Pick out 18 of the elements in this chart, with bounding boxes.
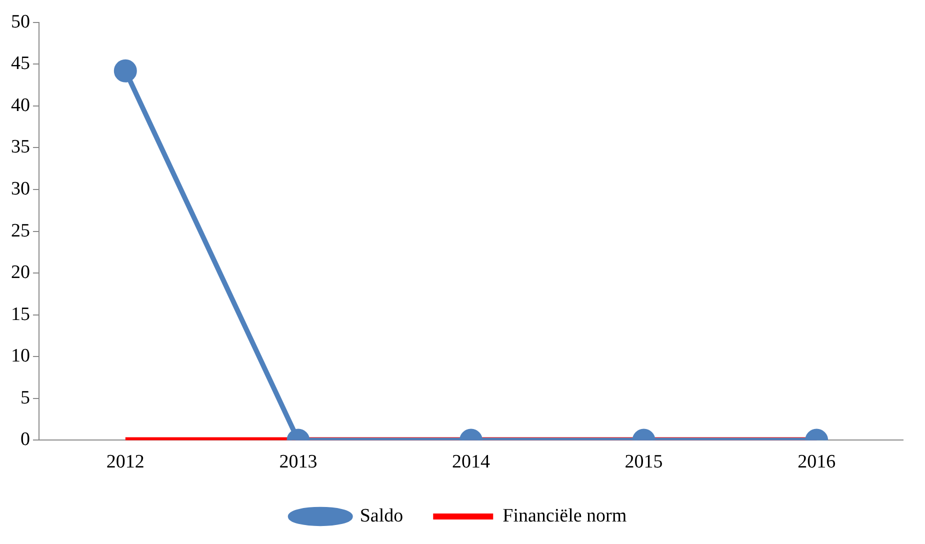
y-tick-label: 5 bbox=[20, 387, 30, 408]
y-tick-label: 50 bbox=[11, 11, 30, 32]
legend-label: Saldo bbox=[360, 505, 404, 526]
y-tick-label: 10 bbox=[11, 346, 30, 367]
x-tick-label: 2014 bbox=[452, 452, 490, 473]
y-tick-label: 15 bbox=[11, 304, 30, 325]
x-tick-label: 2013 bbox=[279, 452, 318, 473]
y-tick-label: 25 bbox=[11, 220, 30, 242]
x-tick-label: 2012 bbox=[106, 452, 144, 473]
x-tick-label: 2016 bbox=[798, 452, 836, 473]
y-tick-label: 0 bbox=[20, 429, 30, 450]
y-tick-label: 45 bbox=[11, 53, 30, 74]
legend-label: Financiële norm bbox=[502, 505, 627, 526]
y-tick-label: 30 bbox=[11, 178, 30, 200]
y-tick-label: 35 bbox=[11, 136, 30, 158]
y-tick-label: 40 bbox=[11, 94, 30, 116]
y-tick-label: 20 bbox=[11, 262, 30, 284]
x-tick-label: 2015 bbox=[624, 452, 663, 473]
